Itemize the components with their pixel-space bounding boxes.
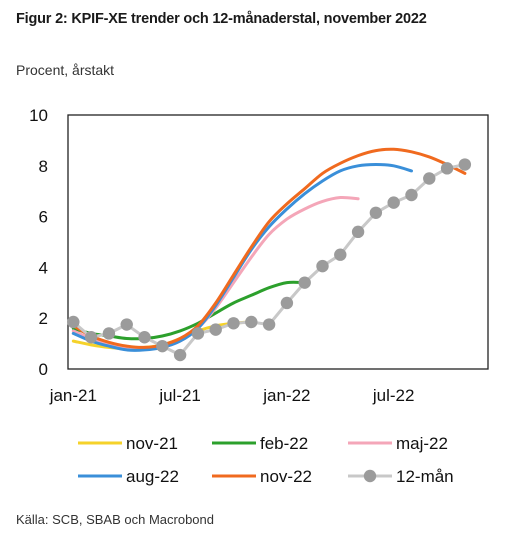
series-point-12-m-n (334, 248, 347, 261)
series-point-12-m-n (67, 315, 80, 329)
series-line-nov-22 (71, 147, 467, 349)
y-tick-label: 4 (39, 258, 48, 277)
legend-label-12-m-n: 12-mån (396, 467, 454, 486)
y-axis: 0 2 4 6 8 10 (29, 106, 48, 379)
series-point-12-m-n (262, 318, 276, 331)
y-tick-label: 0 (39, 360, 48, 379)
series-point-12-m-n (245, 315, 258, 329)
legend-label-feb-22: feb-22 (260, 434, 308, 453)
y-tick-label: 6 (39, 208, 48, 227)
x-tick-label: jul-21 (158, 386, 201, 405)
series-point-12-m-n (138, 331, 151, 344)
series-point-12-m-n (227, 317, 240, 330)
legend-label-maj-22: maj-22 (396, 434, 448, 453)
series-point-12-m-n (405, 188, 418, 202)
legend-marker-12-m-n (363, 469, 377, 483)
y-tick-label: 8 (39, 157, 48, 176)
plot-frame (67, 114, 489, 370)
series-point-12-m-n (102, 327, 116, 340)
x-tick-label: jan-22 (262, 386, 310, 405)
legend-label-aug-22: aug-22 (126, 467, 179, 486)
chart-title: Figur 2: KPIF-XE trender och 12-månaders… (16, 11, 427, 27)
series-layer (67, 147, 472, 362)
legend: nov-21 feb-22 maj-22 aug-22 nov-22 12-mån (78, 434, 454, 486)
legend-label-nov-22: nov-22 (260, 467, 312, 486)
series-point-12-m-n (191, 327, 205, 340)
y-tick-label: 2 (39, 309, 48, 328)
series-point-12-m-n (280, 296, 294, 310)
series-point-12-m-n (316, 259, 329, 273)
series-point-12-m-n (423, 172, 436, 185)
series-point-12-m-n (173, 348, 187, 362)
series-point-12-m-n (120, 318, 133, 331)
y-tick-label: 10 (29, 106, 48, 125)
source-note: Källa: SCB, SBAB och Macrobond (16, 512, 214, 527)
series-point-12-m-n (458, 158, 472, 171)
series-point-12-m-n (351, 225, 365, 239)
series-point-12-m-n (387, 196, 400, 209)
series-point-12-m-n (440, 162, 454, 175)
x-axis: jan-21 jul-21 jan-22 jul-22 (49, 386, 415, 405)
series-point-12-m-n (369, 206, 383, 219)
chart-subtitle: Procent, årstakt (16, 62, 115, 78)
series-point-12-m-n (84, 331, 98, 344)
series-point-12-m-n (298, 276, 311, 289)
legend-label-nov-21: nov-21 (126, 434, 178, 453)
x-tick-label: jan-21 (49, 386, 97, 405)
series-point-12-m-n (209, 323, 222, 336)
series-point-12-m-n (156, 339, 169, 353)
x-tick-label: jul-22 (372, 386, 415, 405)
